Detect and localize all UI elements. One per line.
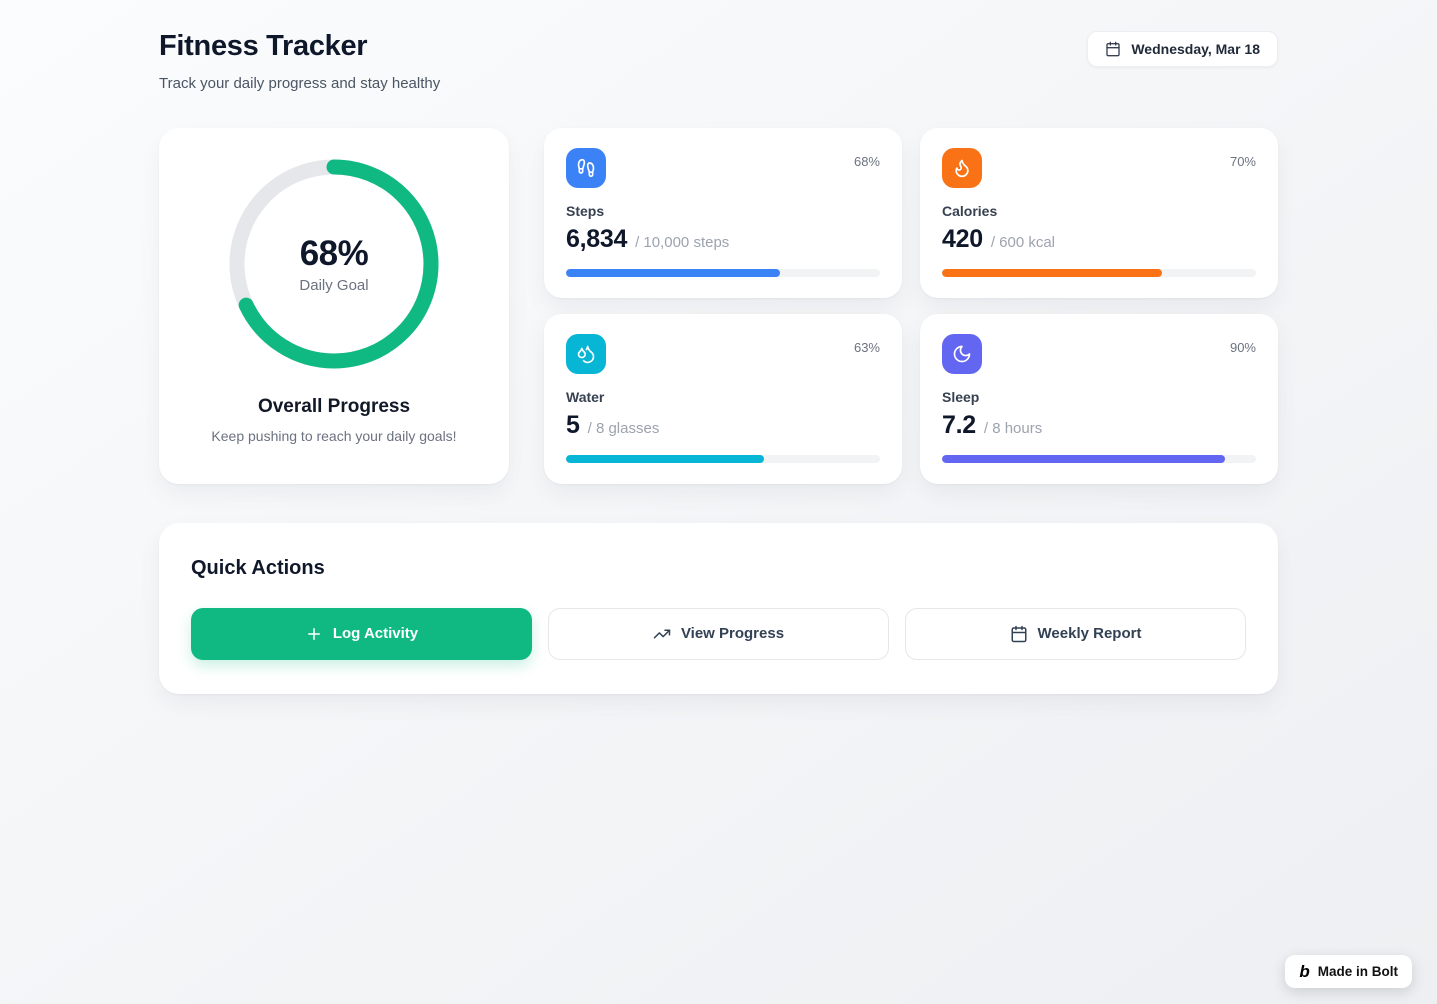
quick-actions-row: Log Activity View Progress Weekly Report	[191, 607, 1246, 660]
overall-subtitle: Keep pushing to reach your daily goals!	[211, 427, 457, 444]
weekly-report-label: Weekly Report	[1037, 625, 1142, 643]
stat-value: 6,834	[566, 224, 628, 253]
stat-target: / 8 glasses	[587, 419, 660, 437]
stat-target: / 600 kcal	[990, 233, 1056, 251]
stat-label: Steps	[566, 202, 605, 219]
header: Fitness Tracker Track your daily progres…	[159, 28, 1278, 92]
stat-value: 5	[566, 410, 580, 439]
stat-percent: 68%	[853, 153, 880, 169]
calendar-icon	[1010, 625, 1028, 643]
ring-center: 68% Daily Goal	[228, 158, 440, 370]
stat-card-calories: 70% Calories 420 / 600 kcal	[920, 127, 1278, 298]
made-in-bolt-label: Made in Bolt	[1317, 964, 1398, 979]
view-progress-label: View Progress	[680, 625, 785, 643]
stat-label: Sleep	[942, 388, 980, 405]
page-container: Fitness Tracker Track your daily progres…	[159, 0, 1278, 694]
quick-actions-title: Quick Actions	[191, 556, 325, 579]
droplets-icon	[566, 333, 606, 374]
stat-value: 420	[942, 224, 983, 253]
bolt-logo-icon: b	[1299, 962, 1310, 981]
trending-up-icon	[653, 625, 671, 643]
progress-ring: 68% Daily Goal	[228, 158, 440, 370]
weekly-report-button[interactable]: Weekly Report	[905, 607, 1246, 660]
progress-bar	[942, 268, 1256, 277]
stat-label: Calories	[942, 202, 998, 219]
stat-target: / 8 hours	[983, 419, 1043, 437]
calendar-icon	[1105, 41, 1121, 57]
view-progress-button[interactable]: View Progress	[548, 607, 889, 660]
page-subtitle: Track your daily progress and stay healt…	[159, 74, 441, 92]
quick-actions-card: Quick Actions Log Activity View Progress…	[159, 522, 1278, 694]
progress-bar	[942, 454, 1256, 463]
overall-caption: Daily Goal	[299, 276, 369, 294]
flame-icon	[942, 147, 982, 188]
overall-progress-card: 68% Daily Goal Overall Progress Keep pus…	[159, 127, 509, 484]
stat-target: / 10,000 steps	[635, 233, 730, 251]
footprints-icon	[566, 147, 606, 188]
made-in-bolt-badge[interactable]: b Made in Bolt	[1285, 955, 1412, 988]
stat-percent: 63%	[853, 339, 880, 355]
stat-percent: 70%	[1229, 153, 1256, 169]
plus-icon	[305, 625, 323, 643]
stat-card-water: 63% Water 5 / 8 glasses	[544, 313, 902, 484]
stat-value: 7.2	[942, 410, 976, 439]
header-titles: Fitness Tracker Track your daily progres…	[159, 28, 440, 92]
progress-bar	[566, 268, 880, 277]
stat-card-sleep: 90% Sleep 7.2 / 8 hours	[920, 313, 1278, 484]
dashboard-grid: 68% Daily Goal Overall Progress Keep pus…	[159, 127, 1278, 484]
date-button[interactable]: Wednesday, Mar 18	[1087, 31, 1278, 67]
date-label: Wednesday, Mar 18	[1131, 41, 1260, 57]
moon-icon	[942, 333, 982, 374]
overall-title: Overall Progress	[257, 395, 411, 417]
log-activity-button[interactable]: Log Activity	[191, 607, 532, 660]
stat-percent: 90%	[1229, 339, 1256, 355]
stats-grid: 68% Steps 6,834 / 10,000 steps 70% Calor…	[544, 127, 1278, 484]
overall-percent: 68%	[299, 233, 369, 273]
stat-label: Water	[566, 388, 605, 405]
stat-card-steps: 68% Steps 6,834 / 10,000 steps	[544, 127, 902, 298]
page-title: Fitness Tracker	[159, 30, 368, 62]
log-activity-label: Log Activity	[332, 625, 419, 643]
progress-bar	[566, 454, 880, 463]
